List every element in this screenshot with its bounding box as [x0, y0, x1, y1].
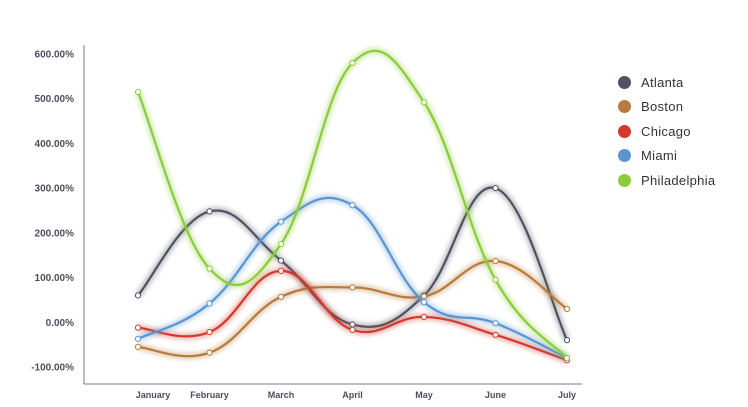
legend-item-miami[interactable]: Miami [618, 144, 715, 169]
series-boston [134, 257, 571, 360]
data-point-boston [277, 293, 285, 300]
x-tick-label: January [136, 390, 171, 400]
data-point-chicago [492, 331, 499, 338]
data-point-miami [349, 202, 356, 209]
data-point-miami [134, 335, 142, 342]
data-point-philadelphia [492, 276, 499, 283]
legend-label: Chicago [641, 123, 691, 139]
data-point-chicago [420, 313, 428, 321]
data-point-philadelphia [349, 59, 356, 67]
legend: Atlanta Boston Chicago Miami Philadelphia [618, 70, 715, 193]
series-philadelphia [134, 47, 571, 362]
series-chicago [134, 267, 571, 364]
legend-marker-icon [618, 75, 631, 89]
legend-marker-icon [618, 124, 631, 138]
data-point-miami [277, 218, 285, 225]
y-tick-label: 400.00% [35, 139, 75, 150]
legend-item-philadelphia[interactable]: Philadelphia [618, 168, 715, 193]
y-tick-label: -100.00% [31, 363, 74, 374]
x-tick-label: July [558, 390, 576, 400]
y-tick-label: 600.00% [35, 50, 75, 61]
data-point-boston [349, 284, 356, 291]
data-point-boston [134, 343, 142, 350]
data-point-boston [563, 305, 571, 312]
data-point-atlanta [134, 292, 142, 299]
legend-marker-icon [618, 149, 631, 163]
series-atlanta [134, 184, 571, 344]
legend-label: Philadelphia [641, 172, 716, 188]
x-tick-label: June [485, 390, 506, 400]
series-layer [134, 47, 571, 364]
data-point-philadelphia [420, 99, 428, 106]
y-tick-label: 200.00% [35, 228, 75, 239]
legend-label: Atlanta [641, 74, 684, 90]
data-point-philadelphia [206, 265, 213, 272]
data-point-boston [492, 257, 499, 265]
x-tick-label: April [342, 390, 363, 400]
data-point-atlanta [492, 185, 499, 192]
data-point-atlanta [206, 208, 213, 215]
data-point-chicago [206, 329, 213, 336]
data-point-boston [206, 349, 213, 356]
series-line-philadelphia [136, 49, 569, 360]
x-tick-label: May [415, 390, 433, 400]
data-point-miami [420, 299, 428, 306]
legend-item-chicago[interactable]: Chicago [618, 119, 715, 144]
x-axis-ticks: January February March April May June July [136, 390, 576, 400]
data-point-philadelphia [563, 354, 571, 362]
x-tick-label: February [190, 390, 229, 400]
legend-item-boston[interactable]: Boston [618, 95, 715, 120]
legend-item-atlanta[interactable]: Atlanta [618, 70, 715, 95]
legend-marker-icon [618, 100, 631, 114]
y-tick-label: 0.00% [46, 318, 74, 329]
data-point-philadelphia [277, 240, 285, 248]
data-point-philadelphia [134, 88, 142, 96]
data-point-chicago [277, 267, 285, 274]
data-point-atlanta [563, 337, 571, 344]
y-tick-label: 100.00% [35, 273, 75, 284]
y-tick-label: 300.00% [35, 184, 75, 195]
legend-label: Boston [641, 99, 684, 115]
data-point-chicago [349, 326, 356, 333]
y-axis-ticks: 600.00% 500.00% 400.00% 300.00% 200.00% 100.0… [31, 50, 74, 374]
x-tick-label: March [268, 390, 295, 400]
legend-label: Miami [641, 148, 678, 164]
data-point-chicago [134, 324, 142, 331]
data-point-atlanta [277, 257, 285, 264]
data-point-miami [492, 320, 499, 327]
data-point-miami [206, 300, 213, 307]
y-tick-label: 500.00% [35, 94, 75, 105]
legend-marker-icon [618, 173, 631, 187]
